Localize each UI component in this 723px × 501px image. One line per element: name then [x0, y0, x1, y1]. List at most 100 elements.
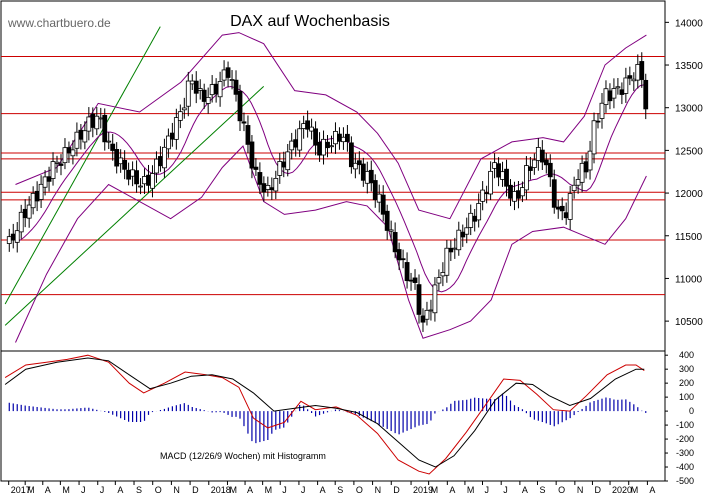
candle-body — [416, 284, 422, 315]
candle — [277, 152, 283, 184]
candle-body — [531, 159, 537, 168]
y-tick-label: 10500 — [675, 317, 703, 328]
candle — [165, 128, 171, 158]
candle-body — [10, 233, 16, 241]
x-tick-label: A — [320, 485, 326, 495]
candle-body — [520, 187, 525, 197]
candle — [559, 197, 565, 221]
candle — [623, 67, 629, 103]
x-tick-label: J — [301, 485, 306, 495]
candle-body — [539, 149, 545, 163]
candle — [400, 249, 406, 269]
candle-body — [424, 309, 430, 320]
x-tick-label: 2019 — [413, 485, 433, 495]
candle-body — [428, 309, 434, 312]
candle — [615, 78, 621, 95]
candle-body — [30, 192, 36, 209]
candle — [205, 87, 211, 114]
candle-body — [241, 121, 247, 124]
candle — [372, 174, 378, 208]
candle-body — [325, 141, 330, 149]
bollinger-upper-line — [15, 32, 647, 220]
candle-body — [500, 171, 505, 180]
candle — [305, 110, 311, 138]
macd-y-tick-label: -400 — [676, 462, 694, 472]
x-tick-label: M — [27, 485, 35, 495]
y-tick-label: 11000 — [675, 274, 703, 285]
candle-body — [158, 156, 163, 167]
candle — [74, 122, 80, 157]
x-tick-label: M — [62, 485, 70, 495]
candle-body — [476, 203, 482, 221]
candle-body — [404, 262, 410, 282]
candle-body — [452, 247, 458, 250]
candle-body — [348, 142, 354, 168]
candle-body — [22, 208, 28, 219]
candle-body — [70, 149, 76, 157]
candle — [432, 277, 438, 322]
candle — [325, 135, 330, 158]
candle — [404, 252, 410, 289]
candle-body — [165, 135, 171, 150]
x-tick-label: N — [375, 485, 382, 495]
candle — [551, 169, 557, 214]
candle-body — [595, 120, 601, 123]
candle-body — [317, 141, 322, 156]
candle-body — [229, 79, 235, 81]
candle-body — [237, 90, 243, 122]
candle — [368, 160, 374, 192]
candle — [253, 158, 259, 176]
candle-body — [98, 117, 104, 120]
candle-body — [333, 130, 338, 145]
candle-body — [273, 177, 279, 192]
candle — [181, 97, 187, 119]
candle — [480, 181, 486, 211]
candle-body — [583, 161, 589, 173]
candle-body — [535, 147, 541, 161]
candle-body — [631, 78, 637, 82]
candle-body — [94, 115, 100, 130]
candle — [643, 73, 649, 120]
candle-body — [372, 180, 378, 201]
candle — [245, 115, 251, 154]
candle — [392, 222, 398, 259]
candle-body — [118, 157, 124, 165]
candle-body — [6, 236, 12, 244]
candle-body — [492, 162, 497, 169]
candle — [352, 153, 358, 179]
candle — [587, 140, 593, 180]
candle-body — [623, 77, 629, 94]
candle-body — [504, 168, 509, 187]
candle — [388, 220, 394, 241]
candle-body — [201, 89, 207, 102]
signal-line — [4, 357, 645, 468]
candle-body — [173, 117, 179, 140]
x-tick-label: O — [356, 485, 363, 495]
candle-body — [313, 128, 318, 146]
candle-body — [396, 249, 402, 261]
candle-body — [352, 162, 358, 170]
x-tick-label: A — [649, 485, 655, 495]
candle-body — [619, 89, 625, 95]
x-tick-label: A — [247, 485, 253, 495]
candle — [217, 71, 223, 107]
candle-body — [38, 183, 44, 200]
candle — [162, 138, 167, 178]
candle-body — [301, 123, 307, 129]
candle — [639, 52, 645, 88]
candle — [237, 84, 243, 131]
candle — [416, 274, 422, 324]
candle-body — [567, 193, 573, 220]
candle-body — [62, 147, 68, 164]
candle-body — [508, 184, 513, 199]
x-tick-label: 2017 — [11, 485, 31, 495]
candle-body — [169, 132, 175, 140]
candle-body — [293, 139, 299, 148]
candle-body — [225, 67, 231, 78]
candle — [26, 196, 32, 228]
candle — [436, 269, 442, 291]
candle — [527, 156, 533, 180]
candle — [579, 155, 585, 193]
candle-body — [571, 184, 577, 192]
